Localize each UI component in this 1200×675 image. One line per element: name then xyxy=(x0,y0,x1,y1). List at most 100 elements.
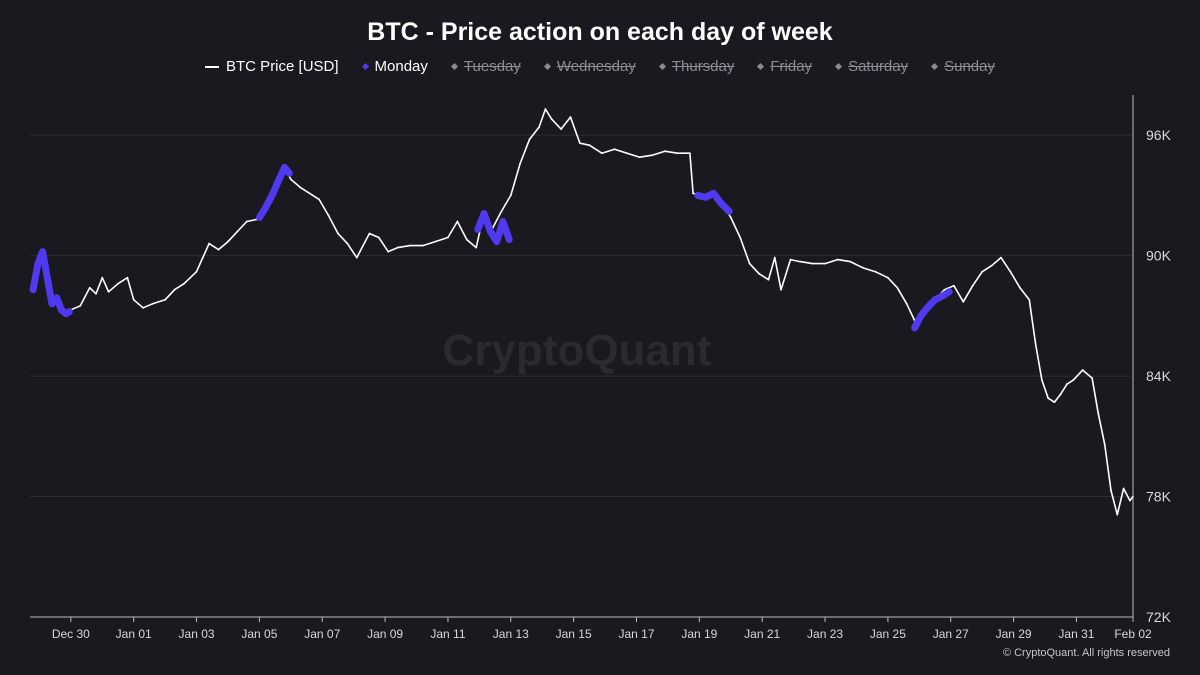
x-tick-label: Jan 05 xyxy=(241,627,277,641)
btc-price-point xyxy=(730,217,732,219)
btc-price-point xyxy=(95,293,97,295)
monday-point xyxy=(726,208,732,214)
monday-point xyxy=(30,287,36,293)
x-tick-label: Dec 30 xyxy=(52,627,90,641)
btc-price-point xyxy=(560,128,562,130)
btc-price-point xyxy=(208,243,210,245)
btc-price-point xyxy=(309,192,311,194)
btc-price-point xyxy=(570,116,572,118)
btc-price-point xyxy=(133,299,135,301)
btc-price-point xyxy=(812,263,814,265)
monday-point xyxy=(35,260,41,266)
x-tick-label: Jan 13 xyxy=(493,627,529,641)
x-tick-label: Jan 25 xyxy=(870,627,906,641)
btc-price-point xyxy=(500,211,502,213)
btc-price-point xyxy=(174,289,176,291)
btc-price-point xyxy=(183,283,185,285)
btc-price-point xyxy=(953,285,955,287)
btc-price-point xyxy=(1082,369,1084,371)
series-layer xyxy=(30,108,1134,515)
monday-point xyxy=(275,178,281,184)
btc-price-point xyxy=(626,152,628,154)
btc-price-point xyxy=(1104,443,1106,445)
btc-price-point xyxy=(529,138,531,140)
btc-price-point xyxy=(1110,490,1112,492)
btc-price-line xyxy=(33,109,1133,514)
btc-price-point xyxy=(117,283,119,285)
monday-point xyxy=(269,192,275,198)
monday-point xyxy=(932,297,938,303)
btc-price-point xyxy=(551,118,553,120)
btc-price-point xyxy=(1010,271,1012,273)
x-tick-label: Feb 02 xyxy=(1114,627,1152,641)
monday-point xyxy=(911,325,917,331)
btc-price-point xyxy=(991,265,993,267)
btc-price-point xyxy=(749,263,751,265)
btc-price-point xyxy=(774,257,776,259)
monday-point xyxy=(506,236,512,242)
btc-price-point xyxy=(79,305,81,307)
btc-price-point xyxy=(397,247,399,249)
btc-price-point xyxy=(218,249,220,251)
btc-price-point xyxy=(368,233,370,235)
grid-lines xyxy=(30,135,1133,617)
btc-price-point xyxy=(1066,383,1068,385)
x-tick-label: Jan 15 xyxy=(556,627,592,641)
y-tick-label: 84K xyxy=(1146,368,1172,384)
monday-point xyxy=(54,295,60,301)
btc-price-point xyxy=(1035,343,1037,345)
x-tick-label: Jan 27 xyxy=(933,627,969,641)
btc-price-point xyxy=(780,289,782,291)
btc-price-point xyxy=(1129,500,1131,502)
btc-price-point xyxy=(1091,377,1093,379)
btc-price-point xyxy=(972,285,974,287)
btc-price-point xyxy=(290,178,292,180)
btc-price-point xyxy=(346,243,348,245)
x-tick-label: Jan 11 xyxy=(430,627,465,641)
btc-price-point xyxy=(799,261,801,263)
btc-price-point xyxy=(1019,287,1021,289)
monday-point xyxy=(946,289,952,295)
monday-point xyxy=(918,313,924,319)
btc-price-point xyxy=(906,303,908,305)
btc-price-point xyxy=(1028,299,1030,301)
btc-price-point xyxy=(101,277,103,279)
btc-price-point xyxy=(588,144,590,146)
btc-price-point xyxy=(409,245,411,247)
btc-price-point xyxy=(768,279,770,281)
btc-price-point xyxy=(887,277,889,279)
btc-price-point xyxy=(1047,397,1049,399)
btc-price-point xyxy=(227,241,229,243)
btc-price-point xyxy=(862,267,864,269)
btc-price-point xyxy=(152,303,154,305)
btc-price-point xyxy=(475,247,477,249)
btc-price-point xyxy=(127,277,129,279)
btc-price-point xyxy=(837,259,839,261)
btc-price-point xyxy=(1060,393,1062,395)
btc-price-point xyxy=(164,299,166,301)
monday-point xyxy=(702,194,708,200)
x-tick-label: Jan 23 xyxy=(807,627,843,641)
btc-price-point xyxy=(579,142,581,144)
btc-price-point xyxy=(422,245,424,247)
btc-price-point xyxy=(614,148,616,150)
btc-price-point xyxy=(849,261,851,263)
btc-price-point xyxy=(510,194,512,196)
monday-point xyxy=(940,293,946,299)
y-tick-label: 96K xyxy=(1146,127,1172,143)
btc-price-point xyxy=(689,152,691,154)
btc-price-point xyxy=(142,307,144,309)
btc-price-point xyxy=(962,301,964,303)
btc-price-point xyxy=(824,263,826,265)
monday-point xyxy=(493,238,499,244)
btc-price-point xyxy=(544,108,546,110)
btc-price-point xyxy=(318,199,320,201)
btc-price-point xyxy=(739,237,741,239)
btc-price-point xyxy=(246,221,248,223)
monday-point xyxy=(695,192,701,198)
btc-price-point xyxy=(1054,401,1056,403)
btc-price-point xyxy=(447,237,449,239)
watermark-text: CryptoQuant xyxy=(443,326,712,375)
x-tick-label: Jan 17 xyxy=(618,627,654,641)
x-tick-label: Jan 21 xyxy=(744,627,780,641)
